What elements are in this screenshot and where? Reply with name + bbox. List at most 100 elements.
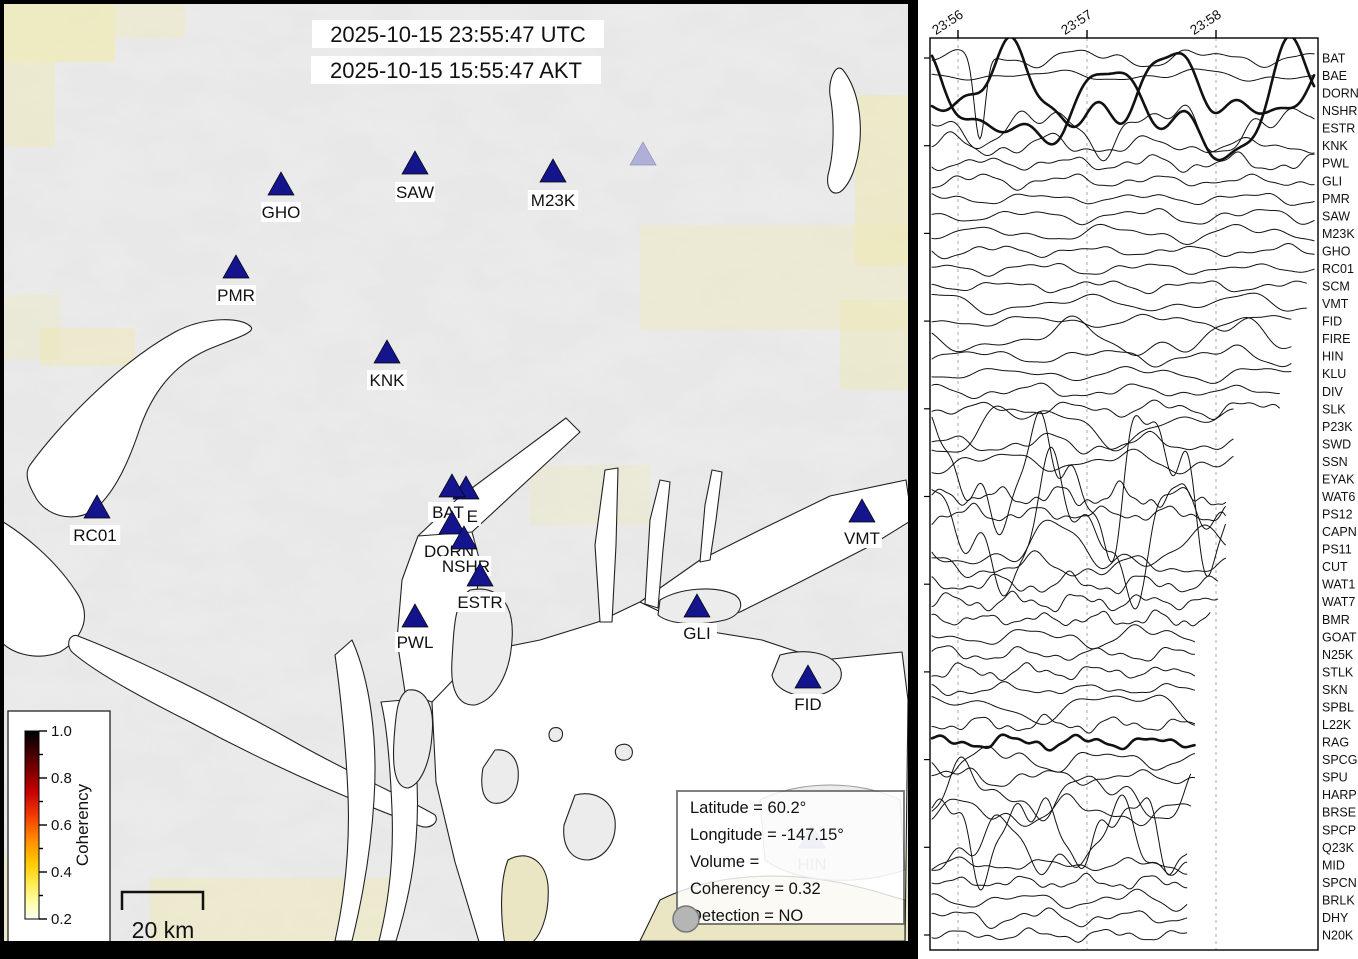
station-marker-M23K: [539, 158, 567, 183]
station-marker-PWL: [401, 603, 429, 628]
trace-VMT: [931, 292, 1307, 316]
station-marker-unlabeled: [629, 141, 657, 166]
station-marker-DORN: [438, 510, 466, 535]
station-label-M23K: M23K: [531, 191, 576, 210]
trace-BMR: [931, 609, 1211, 627]
trace-EYAK: [931, 411, 1226, 577]
trace-SKN: [931, 681, 1195, 696]
colorbar-tick-0.8: 0.8: [51, 770, 72, 787]
trace-label-NSHR: NSHR: [1322, 104, 1357, 118]
trace-label-M23K: M23K: [1322, 227, 1355, 241]
time-tick-23-57: 23:57: [1058, 7, 1095, 38]
local-time: 2025-10-15 15:55:47 AKT: [330, 58, 582, 83]
trace-label-KNK: KNK: [1322, 139, 1348, 153]
trace-label-WAT6: WAT6: [1322, 490, 1355, 504]
station-label-SAW: SAW: [396, 183, 434, 202]
trace-KNK: [931, 131, 1315, 156]
trace-label-SPCG: SPCG: [1322, 753, 1357, 767]
station-label-GLI: GLI: [683, 624, 710, 643]
station-label-bg-FID: [788, 694, 828, 714]
trace-SSN: [931, 448, 1234, 475]
trace-DHY: [931, 907, 1188, 929]
station-label-bg-PWL: [395, 632, 435, 652]
station-label-KNK: KNK: [370, 371, 406, 390]
trace-label-DORN: DORN: [1322, 87, 1358, 101]
trace-N25K: [931, 645, 1195, 662]
trace-SPCG: [931, 745, 1195, 778]
trace-label-P23K: P23K: [1322, 420, 1353, 434]
station-label-bg-BAT: [428, 502, 468, 522]
trace-WAT7: [931, 590, 1219, 613]
trace-HIN: [931, 344, 1292, 368]
trace-SAW: [931, 208, 1315, 226]
time-tick-23-56: 23:56: [929, 7, 966, 38]
trace-WAT1: [931, 570, 1219, 595]
trace-MID: [931, 856, 1188, 875]
trace-label-VMT: VMT: [1322, 297, 1349, 311]
colorbar-gradient: [24, 730, 40, 920]
trace-label-PWL: PWL: [1322, 157, 1349, 171]
station-label-PWL: PWL: [397, 633, 434, 652]
trace-DIV: [931, 382, 1280, 399]
trace-label-KLU: KLU: [1322, 367, 1346, 381]
trace-label-L22K: L22K: [1322, 718, 1352, 732]
trace-HARP: [931, 756, 1192, 822]
colorbar-tick-0.4: 0.4: [51, 864, 72, 881]
trace-Q23K: [931, 794, 1188, 876]
trace-PS12: [931, 502, 1226, 525]
trace-label-MID: MID: [1322, 858, 1345, 872]
station-label-BAT: BAT: [432, 503, 464, 522]
station-marker-NSHR: [450, 525, 478, 550]
trace-label-STLK: STLK: [1322, 665, 1354, 679]
trace-label-GHO: GHO: [1322, 244, 1351, 258]
station-label-bg-M23K: [527, 190, 579, 210]
trace-label-PS11: PS11: [1322, 543, 1352, 557]
trace-label-SSN: SSN: [1322, 455, 1348, 469]
trace-CUT: [931, 550, 1226, 578]
trace-label-EYAK: EYAK: [1322, 472, 1355, 486]
trace-DORN: [930, 38, 1316, 129]
station-label-ESTR: ESTR: [457, 593, 502, 612]
map-canvas: 2025-10-15 23:55:47 UTC 2025-10-15 15:55…: [0, 0, 918, 959]
trace-label-SPCN: SPCN: [1322, 876, 1357, 890]
trace-label-GLI: GLI: [1322, 174, 1342, 188]
station-label-bg-SAW: [395, 182, 435, 202]
trace-label-HIN: HIN: [1322, 350, 1344, 364]
trace-label-WAT7: WAT7: [1322, 595, 1355, 609]
station-marker-VMT: [848, 498, 876, 523]
trace-label-ESTR: ESTR: [1322, 122, 1355, 136]
waveform-border: [929, 37, 1319, 951]
trace-PWL: [931, 151, 1315, 173]
trace-label-N20K: N20K: [1322, 929, 1354, 943]
trace-GLI: [931, 173, 1315, 191]
scale-bar-label: 20 km: [132, 917, 195, 943]
trace-P23K: [931, 405, 1234, 453]
waveform-panel: 23:56 23:57 23:58 BAT BAE DORN NSHR ESTR KNK P…: [920, 0, 1358, 959]
map-panel: 2025-10-15 23:55:47 UTC 2025-10-15 15:55…: [0, 0, 918, 959]
utc-time: 2025-10-15 23:55:47 UTC: [330, 22, 586, 47]
trace-label-SPCP: SPCP: [1322, 823, 1356, 837]
trace-label-DHY: DHY: [1322, 911, 1349, 925]
trace-BRSE: [931, 793, 1192, 827]
trace-label-PS12: PS12: [1322, 508, 1353, 522]
coherency-colorbar: 1.0 0.8 0.6 0.4 0.2 Coherency: [7, 710, 111, 943]
trace-CAPN: [931, 446, 1226, 610]
station-marker-ESTR: [466, 562, 494, 587]
trace-label-FID: FID: [1322, 315, 1342, 329]
local-time-bg: [311, 56, 601, 84]
trace-KLU: [931, 366, 1292, 384]
station-marker-GLI: [683, 593, 711, 618]
trace-label-CAPN: CAPN: [1322, 525, 1357, 539]
waveform-station-labels: BAT BAE DORN NSHR ESTR KNK PWL GLI PMR SAW M23K GHO…: [1322, 52, 1358, 943]
trace-FID: [931, 313, 1292, 332]
trace-M23K: [931, 223, 1315, 245]
station-label-bg-VMT: [842, 528, 882, 548]
station-label-VMT: VMT: [844, 529, 880, 548]
station-label-bg-ESTR: [454, 592, 506, 612]
detection-info-box: Latitude = 60.2° Longitude = -147.15° Vo…: [676, 790, 905, 925]
trace-label-SCM: SCM: [1322, 280, 1350, 294]
time-tick-23-58: 23:58: [1187, 7, 1224, 38]
trace-PS11: [931, 519, 1226, 570]
trace-GOAT: [931, 624, 1195, 650]
trace-label-GOAT: GOAT: [1322, 630, 1357, 644]
